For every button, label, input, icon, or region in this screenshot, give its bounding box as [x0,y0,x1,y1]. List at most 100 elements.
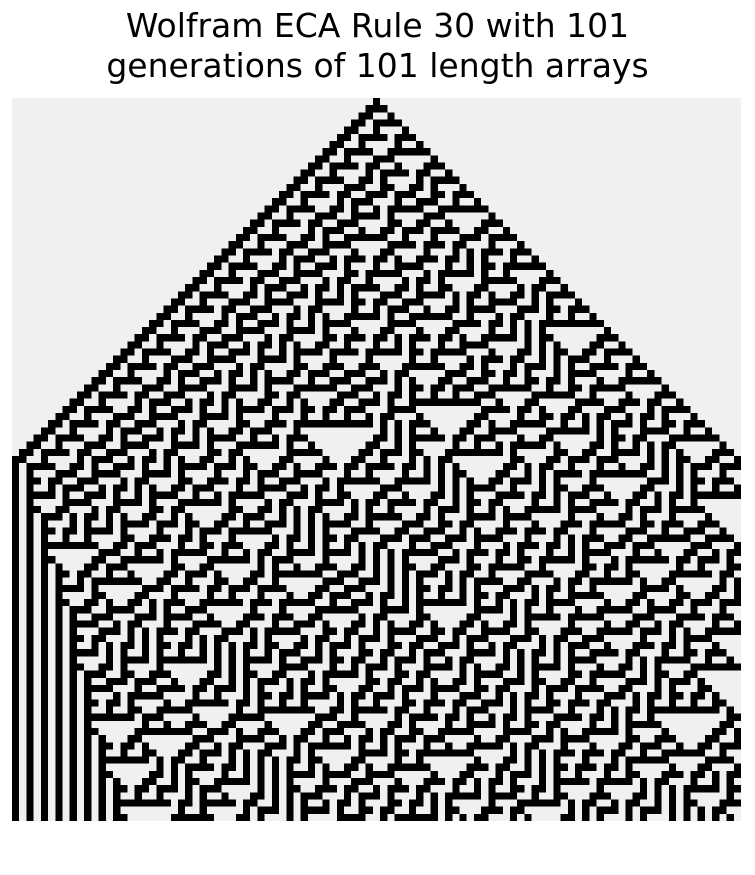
live-cell-run [271,577,280,585]
live-cell-run [40,785,49,793]
live-cell-run [40,656,49,664]
live-cell-run [697,813,705,821]
live-cell-run [257,506,272,514]
live-cell-run [510,785,525,793]
live-cell-run [358,799,366,807]
live-cell-run [546,291,575,299]
live-cell-run [98,792,106,800]
live-cell-run [358,613,366,621]
live-cell-run [55,692,63,700]
live-cell-run [113,778,121,786]
live-cell-run [40,770,49,779]
live-cell-run [423,663,453,671]
live-cell-run [365,377,388,385]
live-cell-run [495,684,511,693]
live-cell-run [372,334,388,342]
live-cell-run [639,506,662,514]
live-cell-run [69,663,85,671]
live-cell-run [502,262,547,270]
live-cell-run [351,563,366,571]
live-cell-run [12,534,20,542]
live-cell-run [84,684,114,693]
live-cell-run [546,584,561,592]
live-cell-run [300,284,308,292]
live-cell-run [488,291,496,299]
live-cell-run [538,749,547,757]
live-cell-run [199,792,207,800]
live-cell-run [372,548,381,557]
live-cell-run [199,455,215,464]
live-cell-run [192,276,207,285]
live-cell-run [510,706,518,714]
live-cell-run [185,785,193,793]
live-cell-run [574,606,583,614]
live-cell-run [286,763,294,771]
live-cell-run [300,634,308,643]
live-cell-run [437,484,446,492]
live-cell-run [199,541,215,549]
live-cell-run [365,276,373,285]
live-cell-run [661,770,684,779]
live-cell-run [170,484,186,492]
live-cell-run [567,584,575,592]
live-cell-run [408,434,446,442]
live-cell-run [416,606,424,614]
live-cell-run [141,463,150,471]
chart-title-line-2: generations of 101 length arrays [106,46,649,85]
live-cell-run [134,420,157,428]
live-cell-run [228,377,236,385]
live-cell-run [214,319,229,328]
live-cell-run [40,813,49,821]
live-cell-run [459,362,474,371]
live-cell-run [84,527,114,535]
live-cell-run [242,642,258,650]
live-cell-run [286,806,294,814]
live-cell-run [582,799,597,807]
live-cell-run [408,649,417,657]
live-cell-run [495,735,511,743]
live-cell-run [134,591,150,600]
live-cell-run [141,470,171,478]
live-cell-run [98,663,114,671]
live-cell-run [481,269,489,277]
live-cell-run [546,541,561,549]
live-cell-run [185,348,200,356]
live-cell-run [553,778,590,786]
live-cell-run [344,334,366,342]
live-cell-run [62,405,77,413]
live-cell-run [199,398,215,406]
live-cell-run [452,470,467,478]
live-cell-run [344,255,366,263]
live-cell-run [387,212,395,220]
live-cell-run [12,599,20,607]
live-cell-run [322,276,330,285]
live-cell-run [546,548,554,557]
live-cell-run [712,770,720,779]
live-cell-run [416,670,431,678]
live-cell-run [423,470,431,478]
live-cell-run [98,749,106,757]
live-cell-run [228,584,251,592]
live-cell-run [430,799,438,807]
live-cell-run [639,584,669,592]
live-cell-run [307,305,323,313]
live-cell-run [495,548,511,557]
live-cell-run [149,606,157,614]
live-cell-run [134,613,157,621]
live-cell-run [510,634,532,643]
live-cell-run [149,412,179,421]
live-cell-run [538,756,547,764]
live-cell-run [336,198,345,206]
live-cell-run [192,692,200,700]
live-cell-run [98,778,106,786]
live-cell-run [690,491,741,499]
live-cell-run [12,713,20,721]
live-cell-run [473,606,503,614]
live-cell-run [654,391,677,399]
live-cell-run [719,441,727,449]
live-cell-run [199,799,236,807]
live-cell-run [567,305,590,313]
live-cell-run [452,463,460,471]
live-cell-run [271,463,287,471]
live-cell-run [524,506,561,514]
